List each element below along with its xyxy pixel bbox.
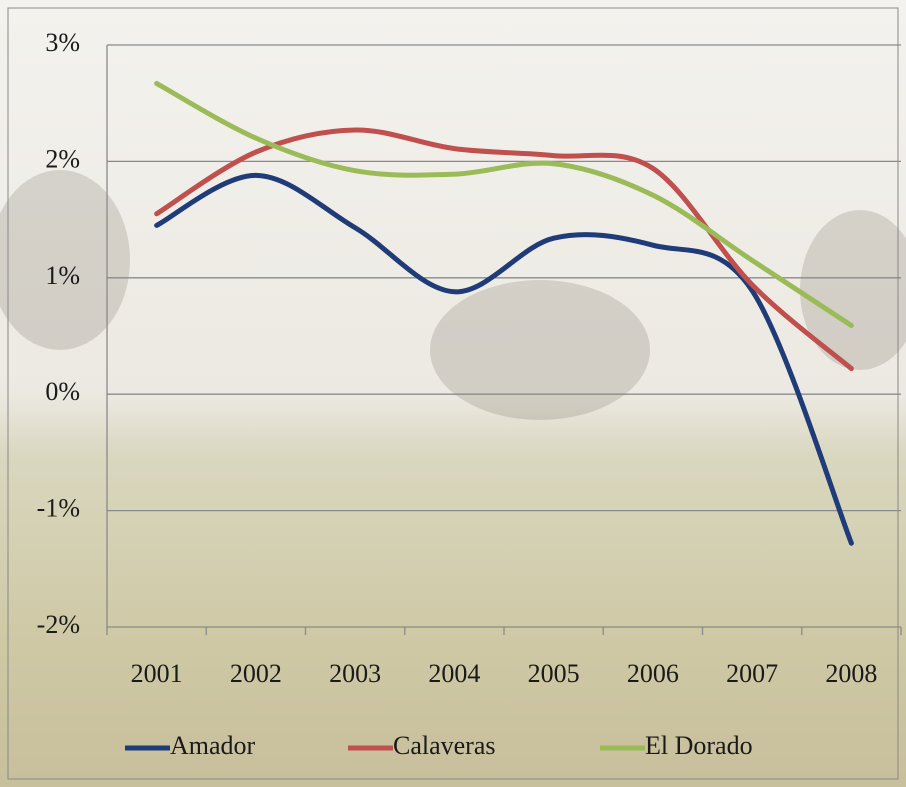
x-tick-label: 2007 <box>726 659 778 688</box>
x-tick-label: 2006 <box>627 659 679 688</box>
y-tick-label: 2% <box>45 144 80 173</box>
tree-silhouettes <box>0 170 906 420</box>
series-line <box>154 172 854 546</box>
y-tick-label: -2% <box>37 610 80 639</box>
x-tick-label: 2005 <box>528 659 580 688</box>
x-tick-label: 2002 <box>230 659 282 688</box>
legend-label: Amador <box>170 731 256 760</box>
legend-label: Calaveras <box>393 731 496 760</box>
series-line <box>154 127 854 372</box>
legend-label: El Dorado <box>645 731 753 760</box>
x-tick-label: 2001 <box>131 659 183 688</box>
x-tick-label: 2004 <box>428 659 480 688</box>
x-tick-label: 2003 <box>329 659 381 688</box>
y-tick-label: 0% <box>45 377 80 406</box>
chart-frame <box>7 7 899 780</box>
series-line <box>154 80 854 329</box>
x-tick-label: 2008 <box>825 659 877 688</box>
y-tick-label: -1% <box>37 494 80 523</box>
y-tick-label: 1% <box>45 261 80 290</box>
y-tick-label: 3% <box>45 28 80 57</box>
